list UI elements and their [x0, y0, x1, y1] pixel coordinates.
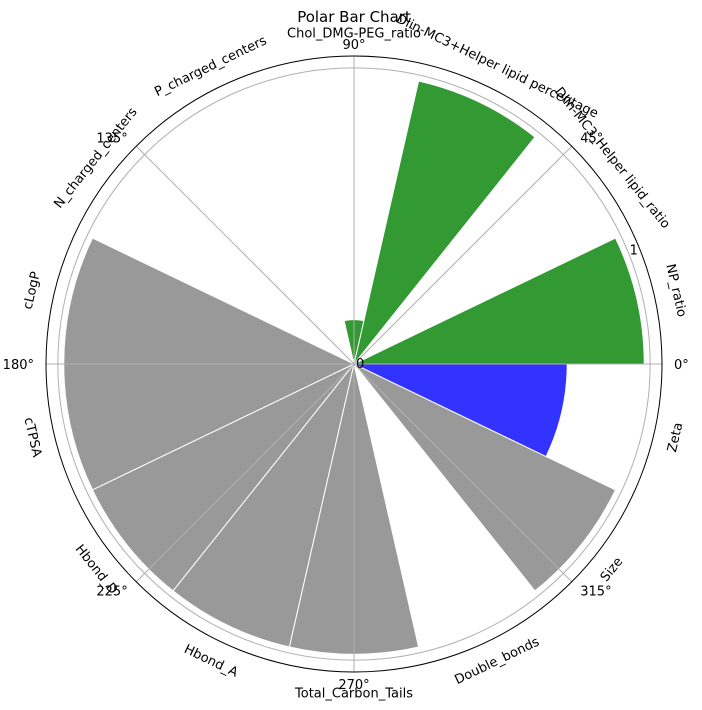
bar-6	[63, 237, 355, 365]
category-label: Size	[598, 555, 626, 585]
bar-0	[353, 237, 645, 365]
radial-tick-label: 1	[630, 244, 638, 259]
chart-title: Polar Bar Chart	[297, 8, 411, 26]
category-label: Zeta	[665, 421, 686, 454]
angle-tick-label: 0°	[674, 358, 689, 373]
angle-tick-label: 315°	[580, 584, 611, 599]
category-label: P_charged_centers	[152, 33, 269, 100]
bar-8	[91, 363, 355, 592]
bar-9	[172, 363, 355, 648]
bar-7	[63, 363, 355, 491]
angle-tick-label: 180°	[3, 358, 34, 373]
category-label: Total_Carbon_Tails	[294, 687, 413, 702]
category-label: NP_ratio	[662, 263, 689, 319]
category-label: cTPSA	[20, 416, 44, 459]
angle-tick-label: 90°	[342, 38, 365, 53]
angle-tick-label: 45°	[580, 132, 603, 147]
angle-tick-label: 270°	[338, 678, 369, 693]
category-label: Chol_DMG-PEG_ratio	[287, 27, 421, 42]
category-label: Double_bonds	[452, 635, 542, 689]
angle-tick-label: 135°	[96, 132, 127, 147]
grid-layer	[45, 55, 663, 673]
category-label: cLogP	[21, 270, 44, 311]
angular-gridline	[135, 145, 355, 365]
polar-frame	[45, 55, 663, 673]
angular-gridline	[135, 363, 355, 583]
radial-tick-label: 0	[356, 357, 364, 372]
angular-gridline	[353, 363, 573, 583]
angle-tick-label: 225°	[96, 584, 127, 599]
angular-gridline	[353, 145, 573, 365]
bar-12	[353, 363, 617, 592]
category-label: Hbond_A	[181, 642, 240, 681]
bar-2	[353, 80, 536, 365]
